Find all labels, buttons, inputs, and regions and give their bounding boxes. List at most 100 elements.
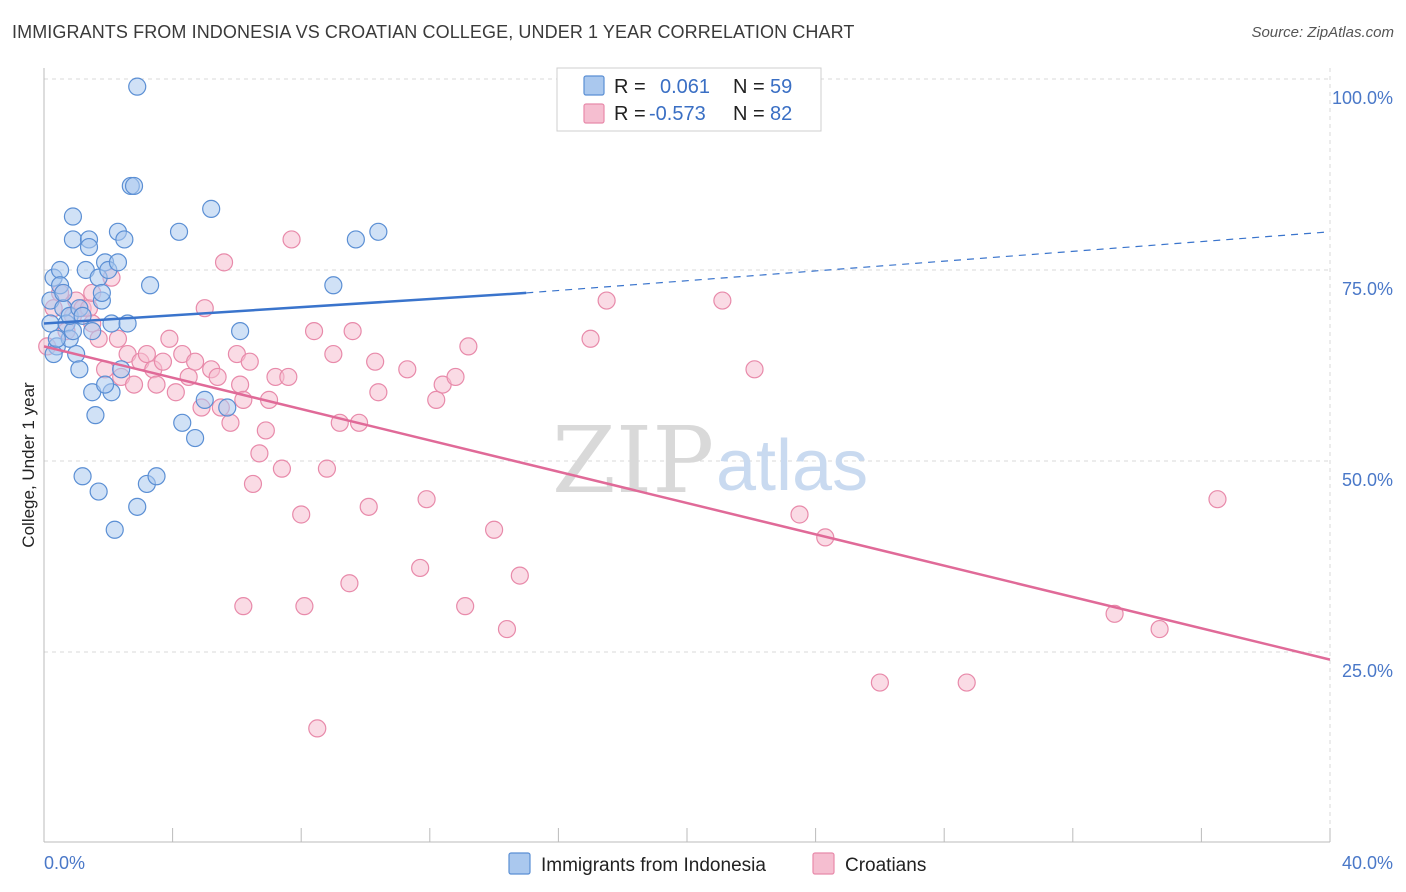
- croatians-point-42: [272, 459, 292, 478]
- y-tick-label-100: 100.0%: [1332, 88, 1393, 108]
- watermark-atlas: atlas: [716, 426, 868, 506]
- croatians-point-44: [282, 230, 301, 249]
- y-axis-label: College, Under 1 year: [19, 382, 38, 548]
- croatians-point-68: [510, 566, 529, 585]
- x-tick-label-max: 40.0%: [1342, 853, 1393, 873]
- croatians-point-32: [221, 413, 240, 432]
- trend-lines: [43, 231, 1331, 661]
- croatians-point-31: [214, 253, 234, 272]
- legend-r-value-blue: 0.061: [660, 76, 710, 98]
- indonesia-point-20: [83, 322, 102, 341]
- indonesia-point-9: [63, 322, 83, 341]
- y-tick-label-50: 50.0%: [1342, 470, 1393, 490]
- croatians-point-64: [456, 597, 475, 616]
- croatians-point-17: [137, 344, 156, 364]
- chart-title: IMMIGRANTS FROM INDONESIA VS CROATIAN CO…: [12, 22, 855, 42]
- croatians-point-37: [243, 474, 263, 494]
- croatians-point-52: [340, 574, 359, 593]
- source-label: Source: ZipAtlas.com: [1251, 24, 1394, 41]
- legend-swatch-pink: [583, 103, 605, 124]
- croatians-point-66: [485, 520, 504, 539]
- croatians-point-48: [308, 719, 327, 738]
- croatians-point-59: [411, 558, 430, 578]
- croatians-point-43: [279, 367, 298, 387]
- indonesia-point-50: [231, 322, 250, 341]
- croatians-point-63: [446, 367, 465, 387]
- bottom-legend-swatch-blue: [508, 852, 531, 875]
- indonesia-point-38: [124, 176, 144, 196]
- croatians-point-12: [108, 329, 128, 348]
- indonesia-point-39: [128, 497, 147, 516]
- indonesia-point-52: [346, 230, 365, 249]
- indonesia-trend-line: [43, 291, 527, 325]
- indonesia-point-53: [369, 222, 388, 241]
- croatians-point-57: [369, 383, 388, 402]
- croatians-point-58: [398, 360, 417, 379]
- indonesia-point-29: [102, 314, 121, 333]
- croatians-point-76: [957, 673, 976, 692]
- legend-r-value-pink: -0.573: [649, 103, 706, 125]
- croatians-point-78: [1150, 619, 1169, 639]
- croatians-point-79: [1208, 490, 1227, 509]
- croatians-point-69: [581, 329, 600, 348]
- legend-n-label-blue: N =: [733, 76, 765, 98]
- legend-n-value-pink: 82: [770, 103, 792, 125]
- indonesia-point-32: [108, 253, 128, 272]
- indonesia-point-47: [195, 390, 214, 409]
- legend-r-label-pink: R =: [614, 103, 646, 125]
- indonesia-point-11: [63, 230, 83, 249]
- bottom-legend-label-croatians: Croatians: [845, 855, 926, 876]
- croatians-point-29: [208, 367, 227, 387]
- croatians-point-19: [147, 375, 166, 394]
- legend-box: R = 0.061 N = 59 R = -0.573 N = 82: [556, 67, 822, 132]
- croatians-point-56: [366, 352, 385, 371]
- indonesia-point-35: [115, 230, 134, 249]
- indonesia-point-15: [70, 360, 89, 379]
- bottom-legend: Immigrants from Indonesia Croatians: [508, 852, 926, 876]
- croatians-point-39: [256, 421, 275, 440]
- indonesia-point-24: [89, 482, 108, 501]
- watermark-zip: ZIP: [552, 407, 714, 514]
- indonesia-point-58: [47, 329, 66, 348]
- indonesia-points: [41, 77, 388, 539]
- croatians-point-50: [324, 344, 343, 364]
- indonesia-point-19: [79, 237, 99, 257]
- indonesia-point-22: [86, 406, 105, 425]
- indonesia-point-26: [92, 283, 111, 303]
- indonesia-point-42: [140, 276, 160, 295]
- croatians-point-21: [160, 329, 179, 348]
- indonesia-point-49: [218, 398, 237, 417]
- croatians-point-20: [153, 352, 173, 371]
- indonesia-trend-extension: [526, 231, 1331, 294]
- x-tick-label-min: 0.0%: [44, 853, 85, 873]
- indonesia-point-54: [73, 467, 92, 486]
- croatians-point-75: [870, 673, 890, 692]
- axes: [43, 68, 1331, 843]
- croatians-point-61: [427, 390, 446, 409]
- watermark: ZIP atlas: [552, 407, 868, 514]
- croatians-point-73: [790, 505, 809, 524]
- croatians-point-53: [343, 322, 362, 341]
- croatians-point-72: [745, 360, 764, 379]
- legend-r-label-blue: R =: [614, 76, 646, 98]
- croatians-point-22: [166, 383, 185, 402]
- croatians-point-80: [234, 597, 253, 616]
- indonesia-point-56: [54, 283, 73, 303]
- legend-n-label-pink: N =: [733, 103, 765, 125]
- croatians-point-47: [304, 322, 324, 341]
- bottom-legend-swatch-pink: [812, 852, 835, 875]
- indonesia-point-10: [63, 207, 83, 226]
- croatians-point-70: [597, 291, 616, 310]
- croatians-point-15: [124, 375, 144, 394]
- croatians-point-60: [417, 490, 436, 509]
- croatians-point-38: [250, 444, 269, 463]
- croatians-point-34: [231, 375, 250, 394]
- indonesia-point-40: [128, 77, 147, 96]
- croatians-trend-line: [43, 345, 1331, 661]
- croatians-point-49: [317, 459, 337, 478]
- indonesia-point-45: [173, 413, 192, 432]
- croatians-point-25: [186, 352, 205, 371]
- indonesia-point-48: [202, 199, 221, 218]
- bottom-legend-label-indonesia: Immigrants from Indonesia: [541, 855, 766, 876]
